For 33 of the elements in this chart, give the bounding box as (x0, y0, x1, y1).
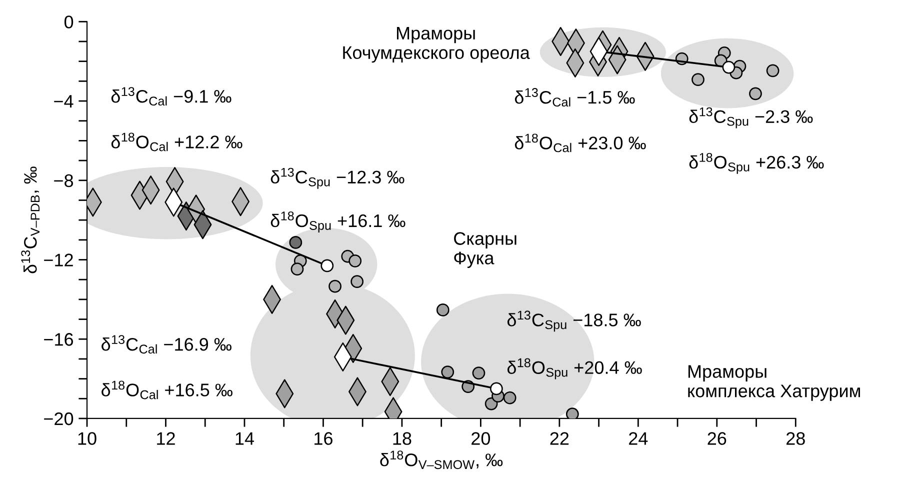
annotation: δ$^{18}$O$_{Spu}$ +16.1 ‰ (270, 211, 406, 232)
x-tick-label: 16 (314, 432, 332, 445)
annotation: Скарны Фука (454, 232, 516, 268)
y-tick-label: −12 (44, 254, 73, 266)
annotation: δ$^{18}$O$_{Cal}$ +12.2 ‰ (111, 132, 242, 152)
x-tick-label: 24 (629, 432, 648, 445)
y-tick-label: −4 (54, 95, 74, 108)
annotation: δ$^{13}$C$_{Spu}$ −18.5 ‰ (507, 310, 641, 332)
y-tick-label: 0 (64, 16, 74, 28)
x-tick-label: 12 (157, 432, 175, 445)
annotation: δ$^{13}$C$_{Spu}$ −12.3 ‰ (270, 168, 404, 189)
x-tick-label: 26 (708, 432, 726, 445)
x-tick-label: 14 (236, 432, 254, 445)
annotation: δ$^{18}$O$_{Cal}$ +23.0 ‰ (514, 134, 646, 152)
annotation: Мраморы Кочумдекского ореола (343, 26, 530, 63)
annotation: δ$^{13}$C$_{Cal}$ −9.1 ‰ (111, 87, 232, 106)
y-tick-label: −20 (44, 412, 74, 426)
x-tick-label: 20 (472, 432, 490, 445)
annotation: δ$^{13}$C$_{Cal}$ −16.9 ‰ (102, 335, 232, 354)
y-tick-label: −16 (44, 333, 74, 346)
y-axis-title: δ$^{13}$C$_{V–PDB}$, ‰ (21, 166, 40, 274)
y-tick-label: −8 (54, 174, 74, 188)
annotation: δ$^{13}$C$_{Cal}$ −1.5 ‰ (514, 88, 635, 107)
annotation: δ$^{18}$O$_{Spu}$ +26.3 ‰ (689, 152, 824, 174)
x-tick-label: 22 (550, 432, 569, 445)
x-axis-title: δ$^{18}$O$_{V–SMOW}$, ‰ (380, 450, 503, 470)
annotation: Мраморы комплекса Хатрурим (688, 365, 860, 401)
annotation: δ$^{18}$O$_{Cal}$ +16.5 ‰ (102, 380, 232, 400)
x-tick-label: 10 (78, 432, 96, 445)
annotation: δ$^{13}$C$_{Spu}$ −2.3 ‰ (689, 107, 813, 128)
annotation: δ$^{18}$O$_{Spu}$ +20.4 ‰ (507, 358, 642, 380)
x-tick-label: 18 (393, 432, 412, 445)
x-tick-label: 28 (786, 432, 805, 445)
